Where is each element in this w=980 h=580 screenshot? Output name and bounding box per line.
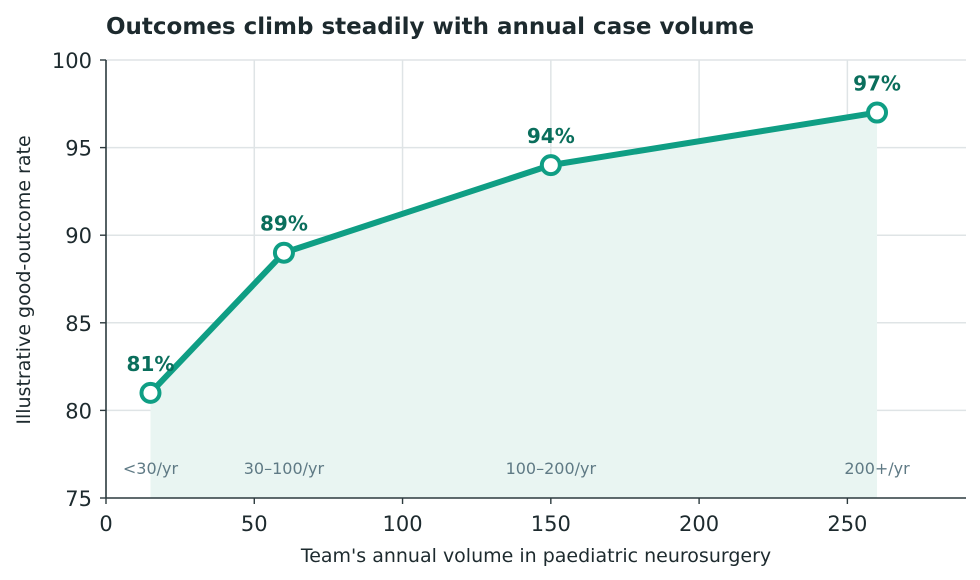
series-line bbox=[147, 109, 881, 396]
data-label: 81% bbox=[127, 352, 175, 376]
data-point bbox=[866, 101, 889, 124]
axes bbox=[105, 60, 966, 499]
category-labels: <30/yr 30–100/yr 100–200/yr 200+/yr bbox=[123, 459, 910, 478]
area-fill bbox=[150, 112, 878, 498]
category-label: <30/yr bbox=[123, 459, 179, 478]
y-tick-label: 80 bbox=[65, 399, 92, 423]
data-points bbox=[139, 101, 889, 404]
y-tick-labels: 75 80 85 90 95 100 bbox=[52, 49, 106, 511]
y-tick-label: 85 bbox=[65, 312, 92, 336]
y-tick-label: 100 bbox=[52, 49, 92, 73]
x-tick-label: 150 bbox=[531, 512, 571, 536]
x-tick-label: 50 bbox=[241, 512, 268, 536]
category-label: 200+/yr bbox=[844, 459, 910, 478]
category-label: 30–100/yr bbox=[244, 459, 325, 478]
y-tick-label: 95 bbox=[65, 137, 92, 161]
y-tick-label: 75 bbox=[65, 487, 92, 511]
y-axis-label: Illustrative good-outcome rate bbox=[13, 135, 35, 424]
data-label: 94% bbox=[527, 124, 575, 148]
x-tick-label: 200 bbox=[679, 512, 719, 536]
x-tick-label: 0 bbox=[99, 512, 112, 536]
x-tick-labels: 0 50 100 150 200 250 bbox=[99, 498, 867, 536]
data-label: 89% bbox=[260, 212, 308, 236]
x-tick-label: 250 bbox=[827, 512, 867, 536]
data-point bbox=[272, 241, 295, 264]
x-axis-label: Team's annual volume in paediatric neuro… bbox=[300, 545, 771, 567]
category-label: 100–200/yr bbox=[506, 459, 597, 478]
x-tick-label: 100 bbox=[383, 512, 423, 536]
y-tick-label: 90 bbox=[65, 224, 92, 248]
data-labels: 81% 89% 94% 97% bbox=[127, 72, 901, 376]
data-label: 97% bbox=[853, 72, 901, 96]
data-point bbox=[139, 381, 162, 404]
chart-title: Outcomes climb steadily with annual case… bbox=[106, 14, 754, 40]
data-point bbox=[539, 154, 562, 177]
